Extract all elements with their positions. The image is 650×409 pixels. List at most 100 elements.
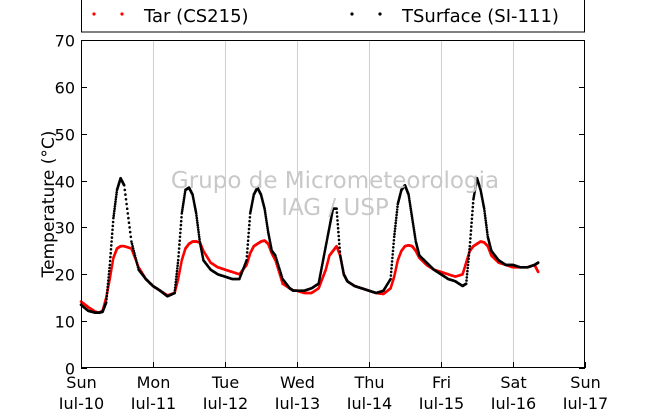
data-point — [176, 264, 179, 268]
data-point — [467, 260, 470, 264]
series-tsurface — [79, 176, 540, 315]
data-point — [110, 244, 113, 247]
data-point — [106, 282, 110, 286]
x-tick-label-day: Wed — [280, 373, 315, 392]
data-point — [390, 263, 394, 267]
data-point — [395, 210, 399, 214]
data-point — [109, 248, 113, 251]
data-point — [338, 250, 342, 253]
data-point — [394, 224, 397, 228]
plot-frame — [81, 40, 585, 368]
data-point — [337, 230, 340, 234]
x-tick-label-date: Jul-16 — [490, 394, 536, 409]
data-point — [107, 279, 110, 282]
data-point — [123, 188, 127, 192]
data-point — [265, 219, 268, 222]
data-point — [106, 288, 109, 292]
data-point — [178, 235, 182, 239]
data-point — [131, 244, 134, 248]
data-point — [196, 223, 199, 227]
grid-lines — [153, 40, 514, 368]
legend-dot — [120, 12, 124, 16]
data-point — [130, 240, 133, 243]
data-point — [393, 232, 396, 236]
data-point — [105, 298, 108, 301]
data-point — [409, 205, 412, 208]
data-point — [410, 214, 414, 218]
data-point — [174, 280, 178, 284]
data-point — [275, 258, 278, 261]
y-tick-label: 70 — [55, 32, 75, 51]
data-point — [470, 217, 474, 221]
data-point — [246, 243, 250, 246]
data-point — [180, 216, 183, 219]
data-point — [464, 282, 468, 286]
data-point — [176, 267, 179, 270]
data-point — [396, 205, 399, 208]
y-tick-label: 0 — [65, 360, 75, 379]
data-point — [179, 223, 183, 227]
legend-label-tar: Tar (CS215) — [143, 6, 249, 27]
data-point — [112, 214, 115, 217]
data-point — [248, 216, 252, 219]
data-point — [195, 214, 198, 217]
data-point — [107, 276, 110, 279]
data-point — [105, 294, 109, 298]
data-point — [274, 254, 277, 257]
data-point — [467, 257, 470, 261]
data-point — [112, 216, 115, 220]
data-point — [125, 202, 128, 206]
data-point — [413, 234, 417, 237]
data-point — [108, 266, 111, 270]
x-tick-label-day: Sat — [500, 373, 526, 392]
data-point — [197, 233, 201, 236]
data-point — [337, 238, 341, 242]
data-point — [175, 269, 179, 273]
y-axis-ticks: 0 10 20 30 40 50 60 70 — [55, 32, 585, 379]
data-point — [176, 261, 180, 265]
data-point — [263, 209, 267, 212]
data-point — [409, 208, 413, 212]
data-point — [125, 207, 129, 210]
legend-frame — [81, 0, 585, 33]
data-point — [133, 254, 137, 257]
data-point — [114, 195, 118, 199]
data-point — [108, 263, 112, 267]
data-point — [536, 270, 540, 274]
x-tick-label-date: Jul-12 — [202, 394, 248, 409]
x-tick-label-date: Jul-11 — [130, 394, 176, 409]
legend-label-tsurface: TSurface (SI-111) — [401, 6, 559, 27]
data-point — [246, 247, 249, 250]
data-point — [128, 230, 132, 234]
data-point — [485, 230, 489, 234]
data-point — [394, 221, 398, 225]
data-point — [485, 228, 489, 232]
data-point — [277, 264, 280, 267]
data-point — [173, 291, 176, 295]
data-point — [410, 210, 413, 214]
data-point — [197, 230, 200, 234]
data-point — [105, 291, 109, 295]
data-point — [108, 259, 112, 263]
data-point — [113, 209, 116, 213]
data-point — [196, 221, 199, 224]
data-point — [470, 213, 474, 217]
data-point — [389, 277, 392, 281]
data-point — [465, 276, 469, 279]
data-point — [178, 239, 181, 242]
data-point — [266, 226, 269, 230]
data-point — [411, 222, 415, 226]
data-point — [133, 251, 136, 255]
data-point — [391, 253, 395, 256]
data-point — [412, 226, 416, 230]
data-point — [336, 223, 340, 226]
data-point — [485, 223, 488, 227]
data-point — [195, 216, 199, 220]
data-point — [471, 205, 475, 209]
data-point — [469, 229, 473, 232]
data-point — [182, 196, 186, 200]
data-point — [196, 226, 200, 229]
data-point — [175, 275, 178, 278]
data-point — [335, 207, 338, 210]
data-point — [483, 214, 487, 217]
